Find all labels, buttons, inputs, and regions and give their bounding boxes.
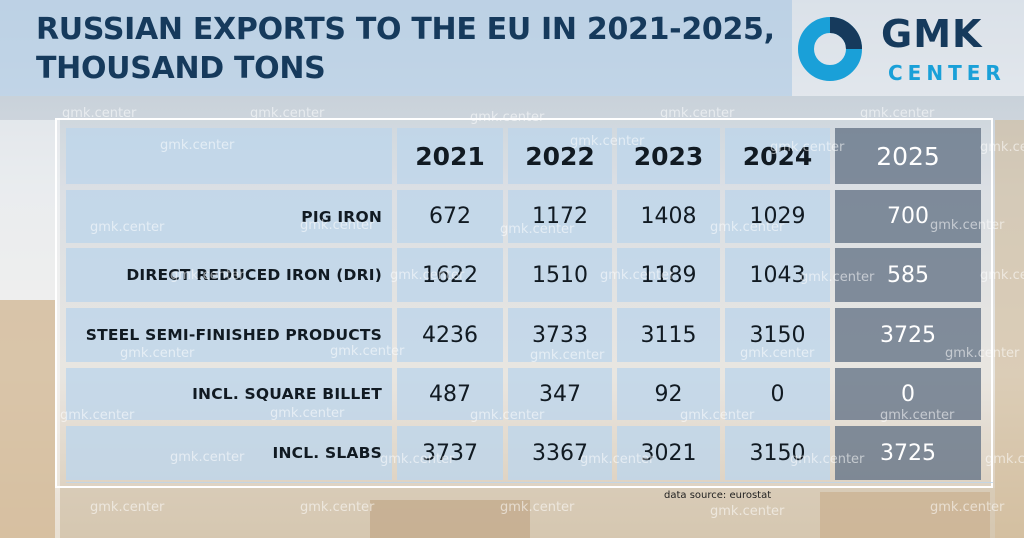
watermark-text: gmk.center [600, 268, 675, 283]
table-cell-value: 1172 [508, 190, 612, 243]
table-cell-value: 585 [835, 248, 981, 302]
watermark-text: gmk.center [500, 500, 575, 515]
watermark-text: gmk.center [710, 504, 785, 519]
table-header-year: 2022 [508, 128, 612, 184]
title-band [0, 0, 792, 96]
watermark-text: gmk.center [740, 346, 815, 361]
table-cell-value: 3150 [725, 308, 830, 362]
watermark-text: gmk.center [300, 218, 375, 233]
watermark-text: gmk.center [390, 268, 465, 283]
table-bottom-edge [66, 482, 993, 483]
watermark-text: gmk.center [160, 138, 235, 153]
chart-title: RUSSIAN EXPORTS TO THE EU IN 2021-2025, … [36, 12, 775, 86]
watermark-text: gmk.center [880, 408, 955, 423]
table-cell-value: 3725 [835, 426, 981, 480]
watermark-text: gmk.center [250, 106, 325, 121]
logo-subtitle: CENTER [888, 61, 1006, 85]
row-label: PIG IRON [66, 190, 392, 243]
row-label: INCL. SLABS [66, 426, 392, 480]
table-header-corner [66, 128, 392, 184]
watermark-text: gmk.center [530, 348, 605, 363]
watermark-text: gmk.center [170, 450, 245, 465]
table-cell-value: 672 [397, 190, 503, 243]
watermark-text: gmk.center [930, 218, 1005, 233]
watermark-text: gmk.center [570, 134, 645, 149]
watermark-text: gmk.center [470, 408, 545, 423]
watermark-text: gmk.center [60, 408, 135, 423]
row-label: DIRECT REDUCED IRON (DRI) [66, 248, 392, 302]
table-cell-value: 1510 [508, 248, 612, 302]
watermark-text: gmk.center [330, 344, 405, 359]
watermark-text: gmk.center [985, 452, 1024, 467]
table-cell-value: 4236 [397, 308, 503, 362]
watermark-text: gmk.center [710, 220, 785, 235]
table-header-year: 2024 [725, 128, 830, 184]
table-cell-value: 3115 [617, 308, 720, 362]
watermark-text: gmk.center [580, 452, 655, 467]
table-cell-value: 1622 [397, 248, 503, 302]
watermark-text: gmk.center [800, 270, 875, 285]
table-header-year: 2025 [835, 128, 981, 184]
table-cell-value: 0 [835, 368, 981, 420]
table-cell-value: 347 [508, 368, 612, 420]
gmk-logo-icon [798, 17, 862, 81]
table-cell-value: 3367 [508, 426, 612, 480]
watermark-text: gmk.center [790, 452, 865, 467]
row-label: STEEL SEMI-FINISHED PRODUCTS [66, 308, 392, 362]
data-source: data source: eurostat [664, 490, 772, 501]
table-cell-value: 1029 [725, 190, 830, 243]
table-header-year: 2021 [397, 128, 503, 184]
watermark-text: gmk.center [860, 106, 935, 121]
watermark-text: gmk.center [170, 268, 245, 283]
watermark-text: gmk.center [380, 452, 455, 467]
table-cell-value: 92 [617, 368, 720, 420]
watermark-text: gmk.center [90, 500, 165, 515]
table-cell-value: 3021 [617, 426, 720, 480]
watermark-text: gmk.center [770, 140, 845, 155]
row-label: INCL. SQUARE BILLET [66, 368, 392, 420]
watermark-text: gmk.center [270, 406, 345, 421]
table-cell-value: 700 [835, 190, 981, 243]
table-cell-value: 0 [725, 368, 830, 420]
watermark-text: gmk.center [300, 500, 375, 515]
table-cell-value: 487 [397, 368, 503, 420]
table-header-year: 2023 [617, 128, 720, 184]
logo-name: GMK [881, 12, 983, 56]
watermark-text: gmk.center [660, 106, 735, 121]
table-cell-value: 3150 [725, 426, 830, 480]
watermark-text: gmk.center [90, 220, 165, 235]
table-cell-value: 1043 [725, 248, 830, 302]
watermark-text: gmk.center [980, 140, 1024, 155]
watermark-text: gmk.center [930, 500, 1005, 515]
watermark-text: gmk.center [945, 346, 1020, 361]
watermark-text: gmk.center [980, 268, 1024, 283]
table-cell-value: 1408 [617, 190, 720, 243]
table-cell-value: 1189 [617, 248, 720, 302]
watermark-text: gmk.center [680, 408, 755, 423]
watermark-text: gmk.center [470, 110, 545, 125]
watermark-text: gmk.center [500, 222, 575, 237]
watermark-text: gmk.center [62, 106, 137, 121]
table-cell-value: 3737 [397, 426, 503, 480]
watermark-text: gmk.center [120, 346, 195, 361]
table-cell-value: 3733 [508, 308, 612, 362]
table-cell-value: 3725 [835, 308, 981, 362]
